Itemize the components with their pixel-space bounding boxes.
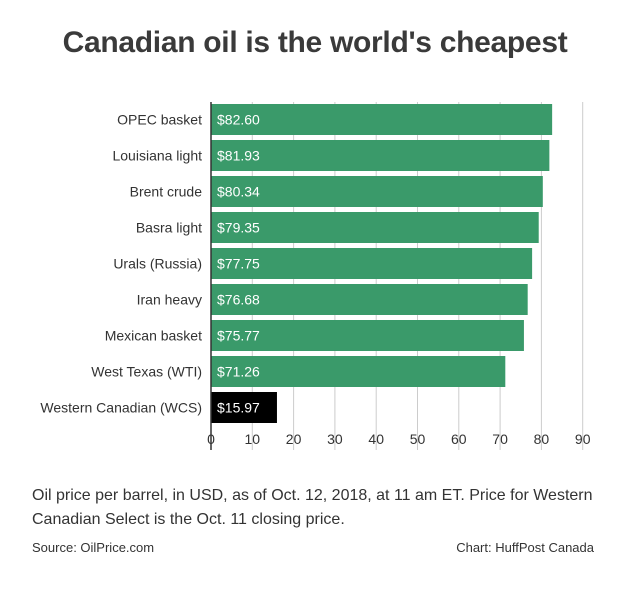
value-label: $76.68: [217, 292, 260, 308]
bars: $82.60 $81.93 $80.34 $79.35 $77.75 $76.68 $75.…: [211, 104, 553, 423]
category-label: Louisiana light: [112, 148, 202, 164]
value-label: $79.35: [217, 220, 260, 236]
category-label: Mexican basket: [105, 328, 202, 344]
value-label: $82.60: [217, 112, 260, 128]
category-label: Western Canadian (WCS): [40, 400, 202, 416]
category-labels: OPEC basket Louisiana light Brent crude Bas…: [40, 112, 202, 416]
source-credit: Source: OilPrice.com: [32, 540, 155, 555]
chart-title: Canadian oil is the world's cheapest: [62, 26, 568, 59]
x-tick-label: 20: [286, 431, 302, 447]
category-label: Brent crude: [130, 184, 203, 200]
bar: [211, 284, 528, 315]
value-label: $15.97: [217, 400, 260, 416]
x-axis-ticks: 0102030405060708090: [207, 431, 591, 447]
bar: [211, 212, 539, 243]
category-label: West Texas (WTI): [91, 364, 202, 380]
bar: [211, 356, 506, 387]
x-tick-label: 80: [534, 431, 550, 447]
bar: [211, 140, 550, 171]
category-label: Iran heavy: [137, 292, 202, 308]
bar: [211, 176, 543, 207]
x-tick-label: 90: [575, 431, 591, 447]
x-tick-label: 10: [245, 431, 261, 447]
x-tick-label: 30: [327, 431, 343, 447]
value-label: $71.26: [217, 364, 260, 380]
value-label: $77.75: [217, 256, 260, 272]
category-label: Urals (Russia): [113, 256, 202, 272]
bar: [211, 248, 533, 279]
bar: [211, 104, 553, 135]
x-tick-label: 50: [410, 431, 426, 447]
bar: [211, 392, 277, 423]
value-label: $80.34: [217, 184, 260, 200]
value-label: $75.77: [217, 328, 260, 344]
bar-chart: $82.60 $81.93 $80.34 $79.35 $77.75 $76.68 $75.…: [40, 102, 591, 450]
x-tick-label: 70: [492, 431, 508, 447]
chart-credit: Chart: HuffPost Canada: [456, 540, 594, 555]
category-label: OPEC basket: [117, 112, 202, 128]
category-label: Basra light: [136, 220, 202, 236]
value-label: $81.93: [217, 148, 260, 164]
bar: [211, 320, 524, 351]
chart-note: Oil price per barrel, in USD, as of Oct.…: [32, 487, 593, 528]
x-tick-label: 40: [368, 431, 384, 447]
x-tick-label: 60: [451, 431, 467, 447]
